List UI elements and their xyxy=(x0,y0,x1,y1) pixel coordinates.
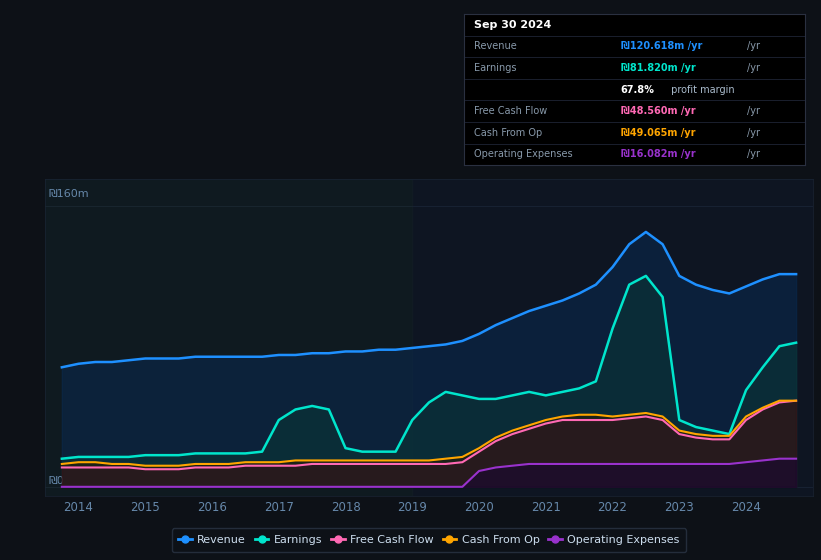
Text: /yr: /yr xyxy=(746,128,759,138)
Text: /yr: /yr xyxy=(746,63,759,73)
Text: Operating Expenses: Operating Expenses xyxy=(474,150,573,160)
Text: Free Cash Flow: Free Cash Flow xyxy=(474,106,548,116)
Text: ₪81.820m /yr: ₪81.820m /yr xyxy=(621,63,695,73)
Text: profit margin: profit margin xyxy=(668,85,735,95)
Text: /yr: /yr xyxy=(746,150,759,160)
Text: /yr: /yr xyxy=(746,41,759,52)
Bar xyxy=(45,179,412,496)
Text: ₪160m: ₪160m xyxy=(49,189,89,199)
Text: ₪16.082m /yr: ₪16.082m /yr xyxy=(621,150,695,160)
Text: /yr: /yr xyxy=(746,106,759,116)
Text: 67.8%: 67.8% xyxy=(621,85,654,95)
Text: ₪120.618m /yr: ₪120.618m /yr xyxy=(621,41,702,52)
Text: ₪48.560m /yr: ₪48.560m /yr xyxy=(621,106,695,116)
Text: ₪0: ₪0 xyxy=(49,476,65,486)
Text: Earnings: Earnings xyxy=(474,63,516,73)
Text: ₪49.065m /yr: ₪49.065m /yr xyxy=(621,128,695,138)
Text: Revenue: Revenue xyxy=(474,41,517,52)
Text: Cash From Op: Cash From Op xyxy=(474,128,543,138)
Text: Sep 30 2024: Sep 30 2024 xyxy=(474,20,552,30)
Bar xyxy=(412,179,813,496)
Legend: Revenue, Earnings, Free Cash Flow, Cash From Op, Operating Expenses: Revenue, Earnings, Free Cash Flow, Cash … xyxy=(172,528,686,552)
